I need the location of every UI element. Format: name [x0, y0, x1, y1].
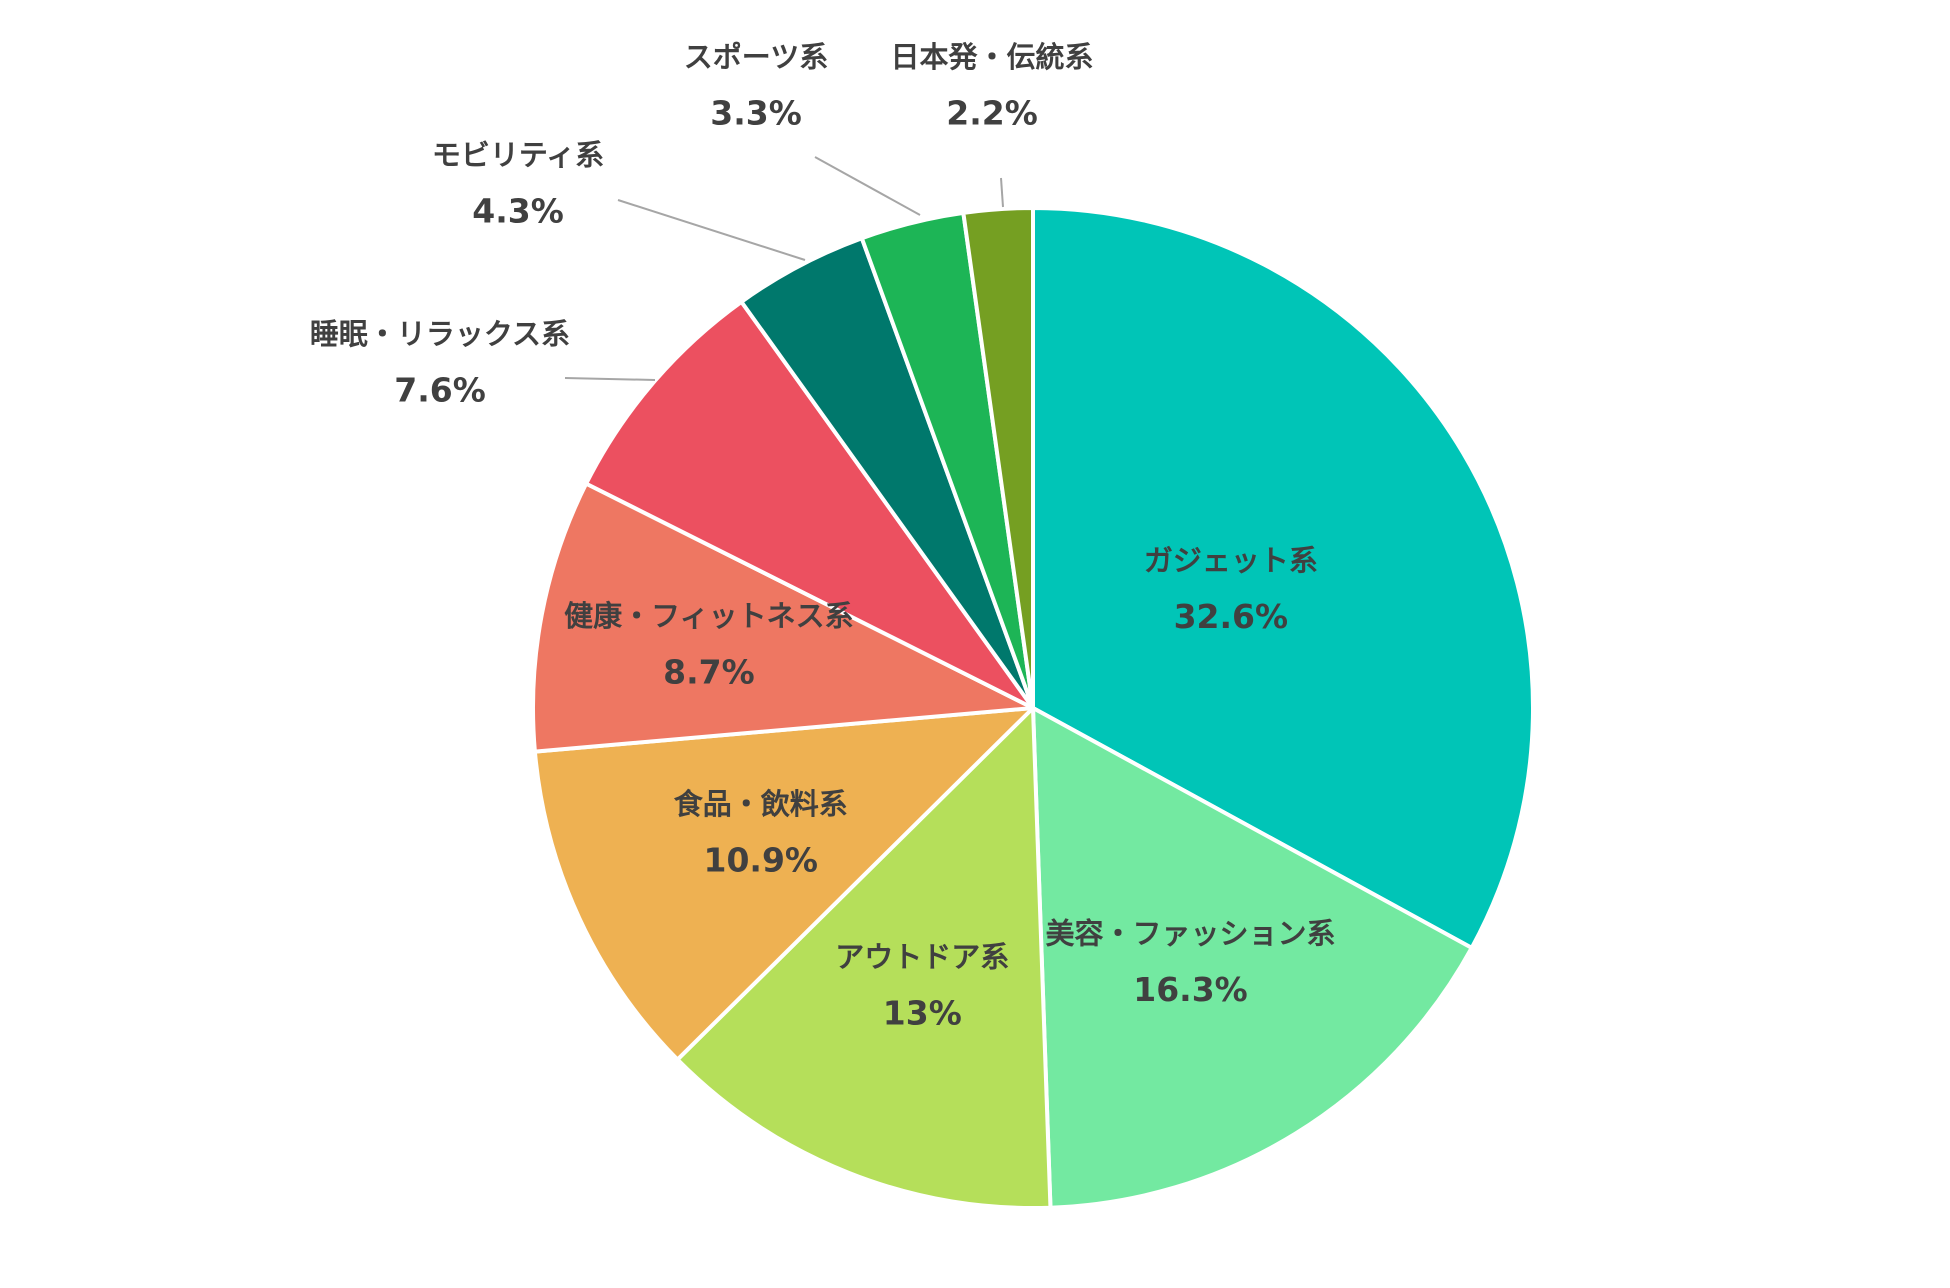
- pie-slices: [531, 206, 1535, 1210]
- slice-7-label: モビリティ系: [432, 138, 604, 172]
- slice-8-label: スポーツ系: [684, 40, 828, 74]
- slice-1-label: ガジェット系: [1144, 544, 1318, 578]
- slice-9-wedge: [961, 206, 1035, 710]
- slice-6-label: 睡眠・リラックス系: [310, 317, 570, 351]
- slice-1-value-label: 32.6%: [1174, 597, 1289, 636]
- slice-7-leader-line: [617, 199, 806, 261]
- slice-6-leader-line: [564, 377, 656, 381]
- slice-9-value-label: 2.2%: [946, 94, 1038, 133]
- slice-5-wedge: [531, 481, 1035, 754]
- slice-5-value-label: 8.7%: [663, 652, 755, 691]
- slice-2-wedge: [1031, 706, 1474, 1210]
- slice-3-label: アウトドア系: [835, 940, 1009, 974]
- slice-5-label: 健康・フィットネス系: [564, 599, 853, 633]
- slice-4-value-label: 10.9%: [704, 841, 819, 880]
- slice-4-wedge: [532, 706, 1035, 1062]
- slice-4-label: 食品・飲料系: [674, 787, 848, 821]
- slice-7-value-label: 4.3%: [472, 192, 564, 231]
- slice-1-wedge: [1031, 206, 1535, 950]
- slice-9-label: 日本発・伝統系: [890, 40, 1093, 74]
- slice-6-value-label: 7.6%: [394, 371, 486, 410]
- leader-lines: [564, 156, 1004, 381]
- slice-8-leader-line: [814, 156, 921, 216]
- slice-labels: ガジェット系 32.6% 美容・ファッション系 16.3% アウトドア系 13% 食品・飲料…: [310, 40, 1336, 1032]
- slice-6-wedge: [584, 299, 1035, 710]
- slice-2-label: 美容・ファッション系: [1045, 916, 1335, 950]
- slice-3-wedge: [675, 706, 1053, 1210]
- slice-3-value-label: 13%: [883, 993, 962, 1032]
- slice-8-value-label: 3.3%: [710, 94, 802, 133]
- slice-2-value-label: 16.3%: [1133, 970, 1248, 1009]
- slice-9-leader-line: [1000, 177, 1004, 208]
